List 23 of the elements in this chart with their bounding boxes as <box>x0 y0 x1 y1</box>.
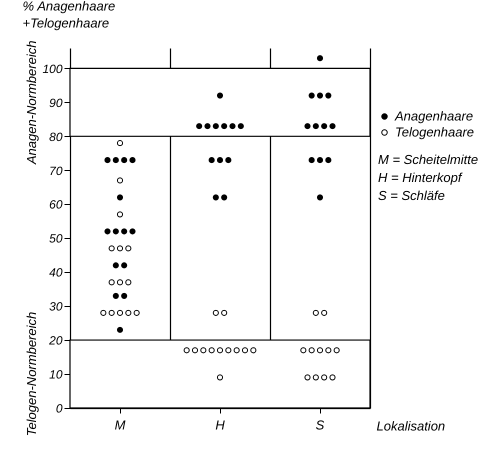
y-tick-label: 20 <box>48 334 63 348</box>
x-tick-label: H <box>215 418 226 432</box>
y-tick-label: 90 <box>49 96 63 110</box>
y-tick-label: 70 <box>49 164 63 178</box>
y-tick-label: 0 <box>56 402 63 416</box>
legend-label: Telogenhaare <box>395 124 474 140</box>
band-label: Telogen-Normbereich <box>24 312 39 436</box>
text: M = Scheitelmitte <box>378 152 478 167</box>
y-tick-label: 50 <box>49 232 63 246</box>
text: S = Schläfe <box>378 188 445 203</box>
y-tick-label: 10 <box>49 368 63 382</box>
y-tick-label: 100 <box>42 62 63 76</box>
y-tick-label: 40 <box>49 266 63 280</box>
y-tick-label: 30 <box>49 300 63 314</box>
x-tick-label: M <box>114 418 126 432</box>
legend-label: Anagenhaare <box>394 108 474 124</box>
band-label: Anagen-Normbereich <box>24 40 39 166</box>
y-axis-title: % Anagenhaare +Telogenhaare <box>22 0 116 30</box>
x-tick-label: S <box>316 418 325 432</box>
x-axis-title: Lokalisation <box>376 418 446 434</box>
text: H = Hinterkopf <box>378 170 463 185</box>
y-tick-label: 80 <box>49 130 63 144</box>
y-tick-label: 60 <box>49 198 63 212</box>
